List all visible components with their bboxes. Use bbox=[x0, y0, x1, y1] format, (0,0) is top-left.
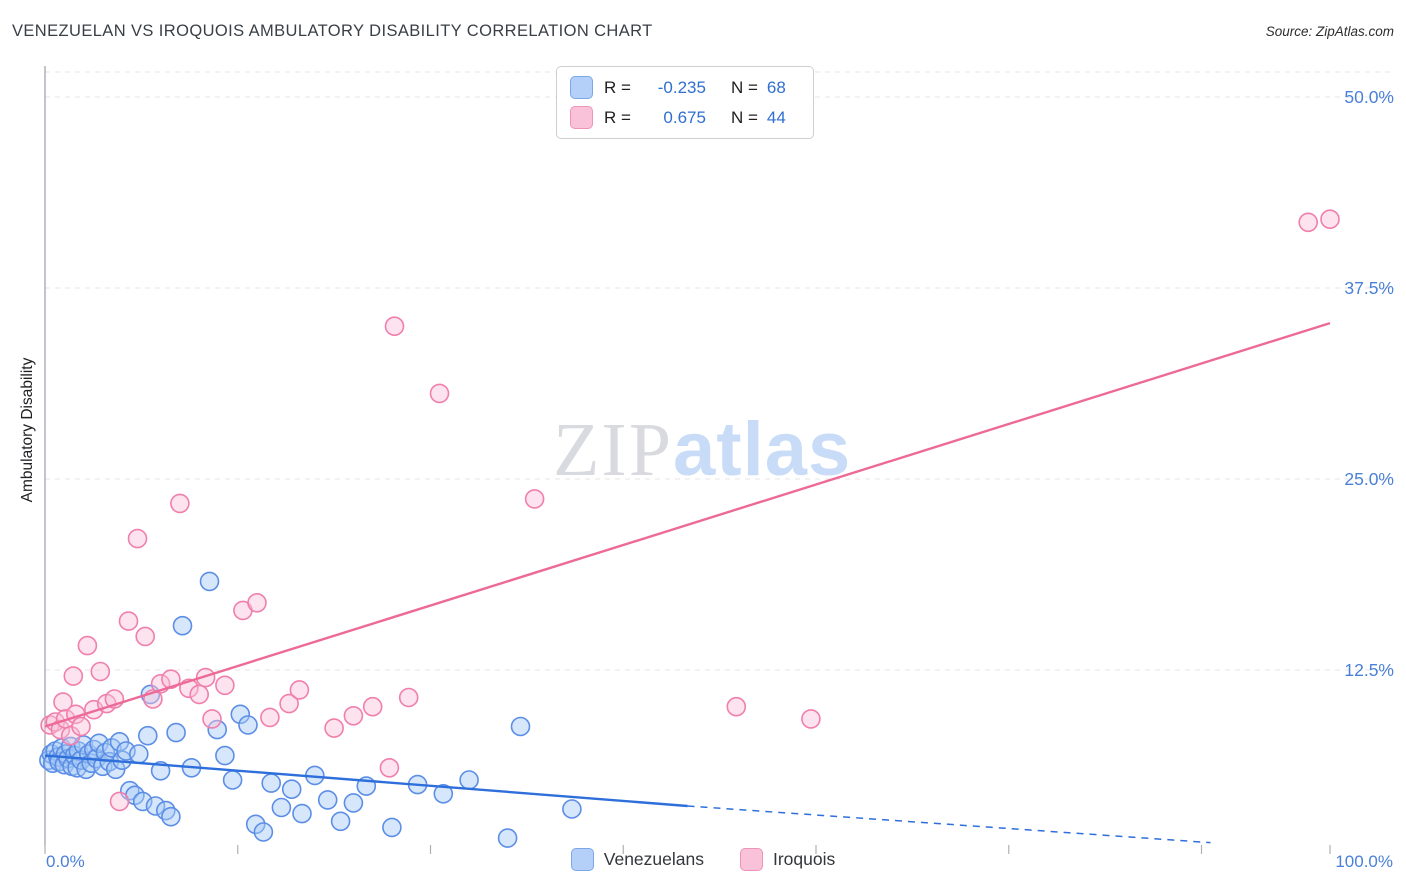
venezuelans-swatch-icon bbox=[570, 848, 594, 871]
r-value-iroquois: 0.675 bbox=[663, 107, 706, 127]
iroquois-swatch-icon bbox=[739, 848, 763, 871]
n-label: N = bbox=[730, 77, 758, 97]
n-label: N = bbox=[730, 107, 758, 127]
x-axis-max-label: 100.0% bbox=[1335, 852, 1393, 871]
legend-item-venezuelans: Venezuelans bbox=[570, 848, 704, 871]
legend-row-venezuelans: R = -0.235 N = 68 bbox=[570, 76, 797, 99]
watermark-atlas: atlas bbox=[673, 407, 852, 492]
series-legend: Venezuelans Iroquois bbox=[0, 848, 1406, 871]
y-axis-label: Ambulatory Disability bbox=[19, 357, 36, 503]
r-label: R = bbox=[604, 77, 631, 97]
legend-row-iroquois: R = 0.675 N = 44 bbox=[570, 106, 797, 129]
legend-label-iroquois: Iroquois bbox=[772, 849, 836, 869]
svg-text:25.0%: 25.0% bbox=[1344, 469, 1394, 489]
legend-label-venezuelans: Venezuelans bbox=[603, 849, 704, 869]
source-attribution: Source: ZipAtlas.com bbox=[1265, 24, 1394, 39]
venezuelans-swatch-icon bbox=[570, 76, 593, 99]
svg-text:50.0%: 50.0% bbox=[1344, 87, 1394, 107]
chart-title: VENEZUELAN VS IROQUOIS AMBULATORY DISABI… bbox=[12, 22, 653, 40]
legend-item-iroquois: Iroquois bbox=[739, 848, 836, 871]
n-value-iroquois: 44 bbox=[766, 107, 786, 127]
svg-text:37.5%: 37.5% bbox=[1344, 278, 1394, 298]
svg-text:12.5%: 12.5% bbox=[1344, 660, 1394, 680]
x-axis-min-label: 0.0% bbox=[46, 852, 85, 871]
r-label: R = bbox=[604, 107, 631, 127]
r-value-venezuelans: -0.235 bbox=[657, 77, 706, 97]
iroquois-swatch-icon bbox=[570, 106, 593, 129]
watermark: ZIPatlas bbox=[553, 412, 851, 489]
n-value-venezuelans: 68 bbox=[766, 77, 786, 97]
watermark-zip: ZIP bbox=[553, 408, 673, 492]
correlation-legend: R = -0.235 N = 68 R = 0.675 N = 44 bbox=[556, 66, 814, 139]
